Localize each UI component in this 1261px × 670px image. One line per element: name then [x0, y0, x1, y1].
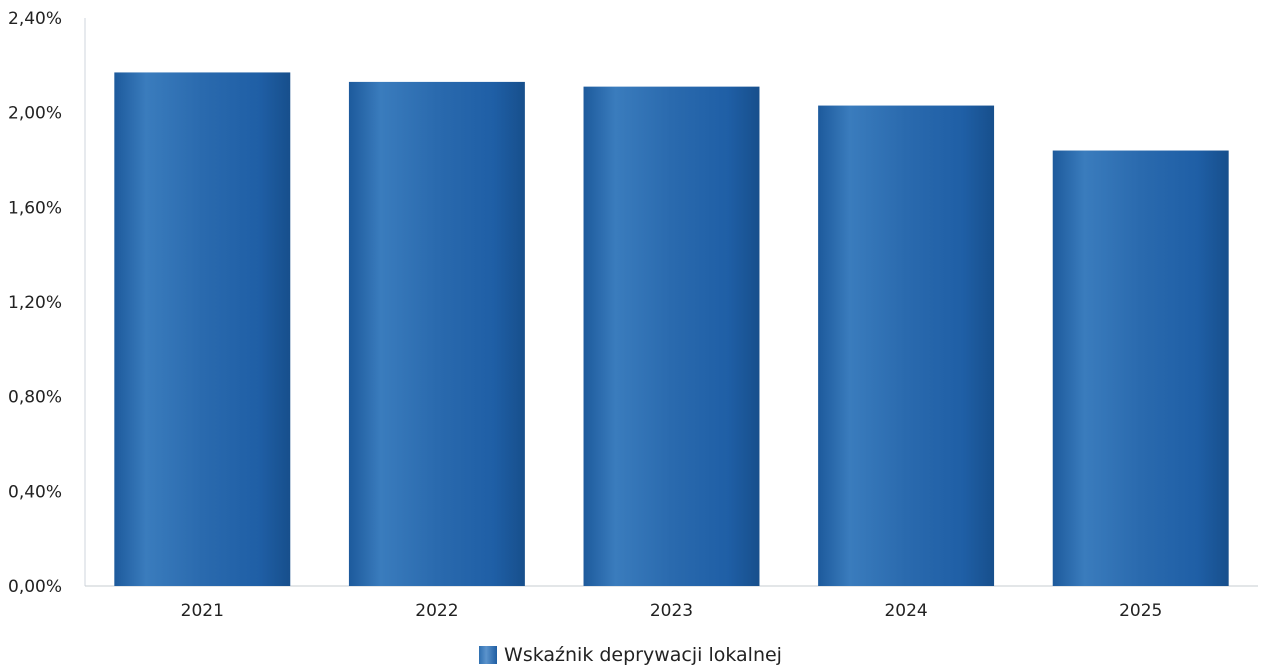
- bar-2024: [818, 105, 995, 587]
- y-tick-label: 2,00%: [8, 104, 62, 124]
- legend-label: Wskaźnik deprywacji lokalnej: [504, 644, 782, 666]
- y-tick-label: 1,60%: [8, 198, 62, 218]
- y-tick-label: 0,40%: [8, 482, 62, 502]
- x-tick-label: 2025: [1119, 601, 1162, 621]
- x-tick-label: 2024: [884, 601, 927, 621]
- legend: Wskaźnik deprywacji lokalnej: [0, 640, 1261, 670]
- x-tick-label: 2022: [415, 601, 458, 621]
- y-tick-label: 1,20%: [8, 293, 62, 313]
- bar-chart-svg: 0,00% 0,40% 0,80% 1,20% 1,60% 2,00% 2,40% 2021…: [8, 9, 1258, 621]
- bar-2021: [114, 72, 291, 586]
- y-tick-label: 0,00%: [8, 577, 62, 597]
- x-tick-label: 2023: [650, 601, 693, 621]
- y-tick-label: 2,40%: [8, 9, 62, 29]
- bar-2022: [348, 81, 525, 587]
- bar-2023: [583, 86, 760, 586]
- x-tick-label: 2021: [181, 601, 224, 621]
- y-tick-label: 0,80%: [8, 388, 62, 408]
- bar-2025: [1052, 150, 1229, 587]
- legend-swatch: [479, 646, 498, 664]
